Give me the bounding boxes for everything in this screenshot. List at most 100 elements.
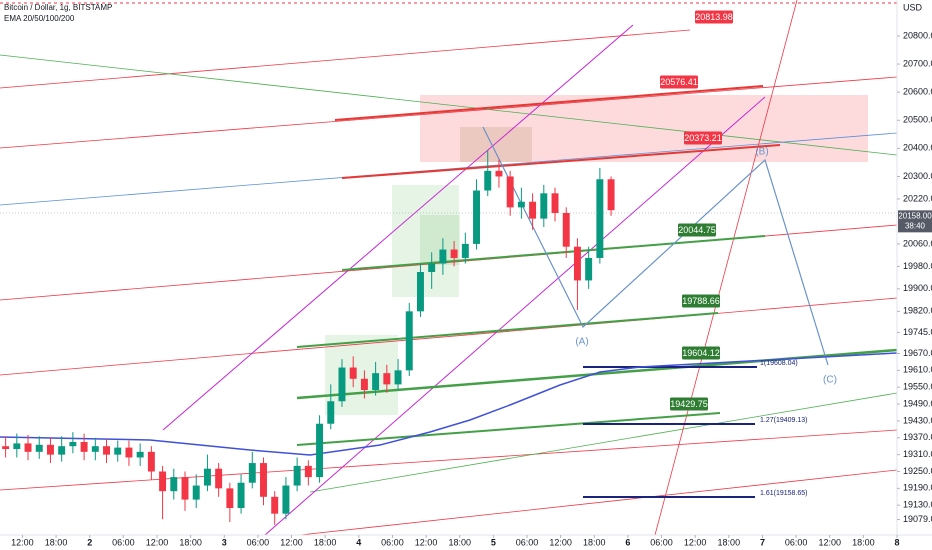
y-tick-label: 19250.00: [903, 466, 932, 476]
candle-body: [573, 246, 581, 281]
price-tag-label: 19604.12: [682, 348, 720, 358]
trend-line: [0, 429, 898, 491]
wave-label: (B): [755, 147, 768, 158]
x-tick-label: 18:00: [583, 537, 606, 547]
candle-body: [596, 179, 604, 258]
trend-line: [299, 469, 898, 536]
y-tick-label: 20060.00: [903, 238, 932, 248]
x-tick-label: 12:00: [818, 537, 841, 547]
countdown-label: 38:40: [905, 221, 926, 230]
candle-body: [551, 193, 559, 213]
ema-line: [0, 352, 898, 456]
candle-body: [450, 249, 458, 258]
x-tick-label: 06:00: [785, 537, 808, 547]
candle-body: [2, 446, 10, 450]
price-tag: [670, 397, 708, 411]
x-tick-label: 6: [625, 537, 630, 547]
x-tick-label: 06:00: [516, 537, 539, 547]
y-tick-label: 19550.00: [903, 382, 932, 392]
price-tag-label: 20044.75: [678, 225, 716, 235]
price-tag: [660, 75, 698, 89]
x-tick-label: 06:00: [381, 537, 404, 547]
x-tick-label: 2: [87, 537, 92, 547]
y-tick-label: 20600.00: [903, 87, 932, 97]
trend-line: [309, 392, 898, 493]
candle-body: [24, 443, 32, 452]
level-line: [296, 312, 719, 348]
channel-line: [162, 24, 634, 431]
candle-body: [461, 243, 469, 258]
candle-body: [304, 465, 312, 478]
y-tick-label: 20500.00: [903, 115, 932, 125]
x-tick-label: 06:00: [650, 537, 673, 547]
x-tick-label: 12:00: [415, 537, 438, 547]
y-tick-label: 19820.00: [903, 306, 932, 316]
y-tick-label: 19370.00: [903, 432, 932, 442]
fib-label: 1(19608.04): [760, 360, 798, 367]
trend-line: [0, 29, 691, 89]
x-tick-label: 18:00: [314, 537, 337, 547]
candle-body: [13, 443, 21, 450]
x-tick-label: 12:00: [684, 537, 707, 547]
candle-body: [69, 441, 77, 447]
wave-label: (C): [823, 375, 837, 386]
y-tick-label: 20800.00: [903, 30, 932, 40]
last-price-tag: [898, 210, 932, 233]
level-line: [334, 85, 764, 121]
candle-body: [271, 496, 279, 514]
price-tag: [682, 294, 720, 308]
candle-body: [349, 367, 357, 379]
candle-body: [540, 193, 548, 219]
x-tick-label: 18:00: [448, 537, 471, 547]
y-tick-label: 19745.00: [903, 327, 932, 337]
candle-body: [147, 451, 155, 472]
candle-body: [237, 482, 245, 509]
candle-body: [114, 447, 122, 455]
candle-body: [35, 444, 43, 452]
candle-body: [293, 465, 301, 486]
candle-body: [46, 444, 54, 455]
x-tick-label: 12:00: [549, 537, 572, 547]
y-tick-label: 19130.00: [903, 500, 932, 510]
x-tick-label: 5: [491, 537, 496, 547]
level-line: [341, 235, 766, 271]
candle-body: [428, 263, 436, 272]
y-tick-label: 20220.00: [903, 193, 932, 203]
x-tick-label: 18:00: [852, 537, 875, 547]
drawings: [0, 0, 898, 536]
y-tick-label: 19980.00: [903, 261, 932, 271]
arc-line: [654, 0, 798, 536]
y-tick-label: 19900.00: [903, 283, 932, 293]
candle-body: [473, 190, 481, 244]
x-tick-label: 3: [222, 537, 227, 547]
candle-body: [405, 311, 413, 371]
x-tick-label: 8: [894, 537, 899, 547]
x-tick-label: 12:00: [280, 537, 303, 547]
x-tick-label: 7: [760, 537, 765, 547]
y-tick-label: 19190.00: [903, 483, 932, 493]
price-tag-label: 20813.98: [695, 12, 733, 22]
tags: 20813.98 20576.41 20373.21 20044.75 19788.66…: [575, 10, 837, 497]
indicator-label: EMA 20/50/100/200: [4, 14, 75, 23]
price-tag: [684, 131, 722, 145]
x-tick-label: 18:00: [45, 537, 68, 547]
candle-body: [215, 468, 223, 489]
price-tag: [682, 346, 720, 360]
candle-body: [394, 370, 402, 385]
candle-body: [282, 485, 290, 514]
candle-body: [416, 271, 424, 312]
candle-body: [260, 463, 267, 497]
fib-label: 1.27(19409.13): [760, 417, 807, 424]
candle-body: [484, 170, 492, 191]
y-tick-label: 19670.00: [903, 348, 932, 358]
candle-body: [159, 471, 167, 492]
x-tick-label: 06:00: [247, 537, 270, 547]
candle-body: [136, 451, 144, 458]
candles: [2, 150, 615, 525]
candle-body: [103, 446, 110, 455]
price-tag-label: 20576.41: [660, 77, 698, 87]
trend-line: [0, 297, 898, 376]
candle-body: [192, 485, 200, 500]
